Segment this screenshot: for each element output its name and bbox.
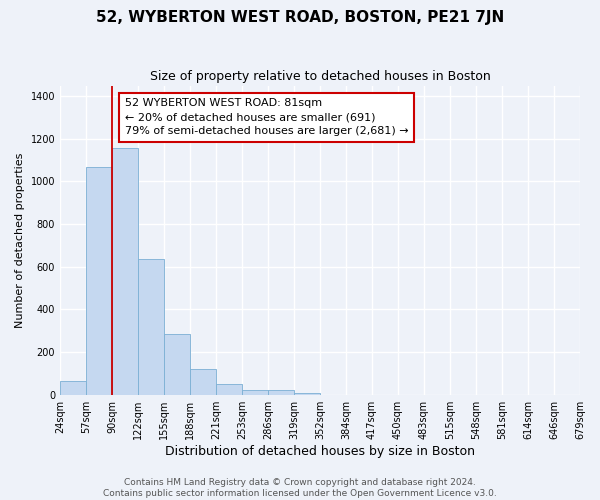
Text: Contains HM Land Registry data © Crown copyright and database right 2024.
Contai: Contains HM Land Registry data © Crown c… xyxy=(103,478,497,498)
Text: 52 WYBERTON WEST ROAD: 81sqm
← 20% of detached houses are smaller (691)
79% of s: 52 WYBERTON WEST ROAD: 81sqm ← 20% of de… xyxy=(125,98,409,136)
Bar xyxy=(268,390,294,394)
Bar xyxy=(190,369,216,394)
Text: 52, WYBERTON WEST ROAD, BOSTON, PE21 7JN: 52, WYBERTON WEST ROAD, BOSTON, PE21 7JN xyxy=(96,10,504,25)
Title: Size of property relative to detached houses in Boston: Size of property relative to detached ho… xyxy=(149,70,490,83)
Bar xyxy=(112,148,138,394)
X-axis label: Distribution of detached houses by size in Boston: Distribution of detached houses by size … xyxy=(165,444,475,458)
Bar xyxy=(86,166,112,394)
Bar xyxy=(60,381,86,394)
Bar xyxy=(216,384,242,394)
Bar xyxy=(164,334,190,394)
Bar xyxy=(138,260,164,394)
Bar xyxy=(294,392,320,394)
Y-axis label: Number of detached properties: Number of detached properties xyxy=(15,152,25,328)
Bar xyxy=(242,390,268,394)
